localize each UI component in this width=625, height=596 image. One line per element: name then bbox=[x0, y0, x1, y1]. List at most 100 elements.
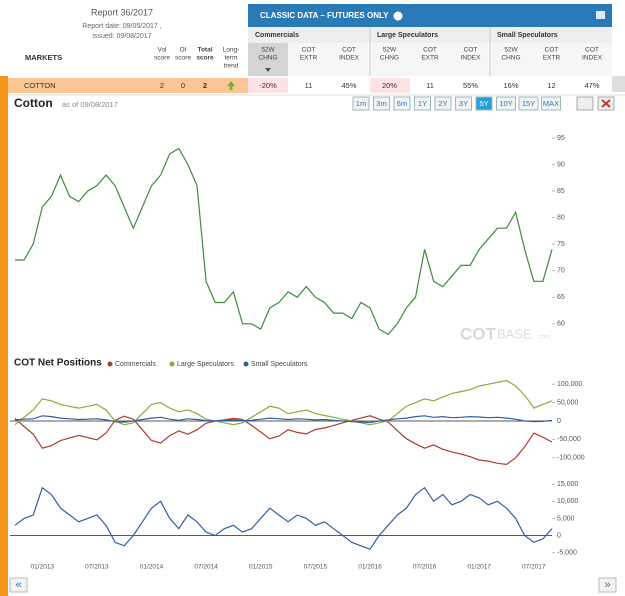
legend-marker[interactable] bbox=[243, 361, 249, 367]
range-label: 5Y bbox=[479, 99, 488, 108]
cell-value: 12 bbox=[547, 81, 555, 90]
cell-value: 47% bbox=[584, 81, 599, 90]
range-label: 1Y bbox=[418, 99, 427, 108]
series-line bbox=[15, 147, 553, 336]
y-tick-label: 0 bbox=[557, 418, 561, 425]
range-button[interactable] bbox=[393, 96, 411, 111]
subcolumn-header: EXTR bbox=[421, 55, 439, 62]
subcolumn-header: EXTR bbox=[543, 55, 561, 62]
range-label: 2Y bbox=[438, 99, 447, 108]
x-tick-label: 07/2017 bbox=[522, 564, 546, 571]
oi-score: 0 bbox=[181, 81, 185, 90]
range-button[interactable] bbox=[496, 96, 516, 111]
legend-label: Small Speculators bbox=[251, 361, 308, 368]
range-button[interactable] bbox=[455, 96, 472, 111]
range-button[interactable] bbox=[475, 96, 493, 111]
help-icon[interactable] bbox=[393, 11, 403, 21]
subcolumn-header: INDEX bbox=[339, 55, 360, 62]
banner-title: CLASSIC DATA – FUTURES ONLY bbox=[260, 11, 389, 20]
print-button[interactable] bbox=[576, 96, 594, 111]
legend-marker[interactable] bbox=[169, 361, 175, 367]
subcolumn-header: INDEX bbox=[461, 55, 482, 62]
subcolumn-header: 52W bbox=[504, 47, 518, 54]
range-button[interactable] bbox=[434, 96, 452, 111]
col-header: Total bbox=[197, 47, 212, 54]
legend-marker[interactable] bbox=[107, 361, 113, 367]
y-tick-label: 95 bbox=[557, 135, 565, 142]
subcolumn-header: 52W bbox=[383, 47, 397, 54]
y-tick-label: 60 bbox=[557, 321, 565, 328]
next-label: » bbox=[604, 579, 610, 591]
market-name: COTTON bbox=[24, 81, 56, 90]
print-icon[interactable] bbox=[596, 11, 605, 19]
prev-button[interactable] bbox=[9, 577, 28, 593]
group-label: Commercials bbox=[255, 32, 299, 39]
range-button[interactable] bbox=[352, 96, 370, 111]
report-date: Report date: 09/05/2017 , bbox=[82, 23, 161, 30]
sort-arrow bbox=[265, 68, 271, 72]
row-highlight[interactable] bbox=[8, 78, 248, 93]
next-button[interactable] bbox=[598, 577, 617, 593]
col-header: OI bbox=[180, 47, 187, 54]
range-label: 3Y bbox=[459, 99, 468, 108]
cell-value: 11 bbox=[305, 81, 313, 90]
x-tick-label: 07/2014 bbox=[194, 564, 218, 571]
col-header: term bbox=[225, 55, 238, 62]
prev-label: « bbox=[15, 579, 21, 591]
cell-value: 11 bbox=[426, 81, 434, 90]
y-tick-label: 75 bbox=[557, 241, 565, 248]
range-label: 3m bbox=[376, 99, 386, 108]
range-label: 6m bbox=[397, 99, 407, 108]
total-score: 2 bbox=[203, 81, 207, 90]
y-tick-label: 10,000 bbox=[557, 498, 579, 505]
cell-bg bbox=[248, 78, 288, 93]
legend-label: Large Speculators bbox=[177, 361, 234, 368]
range-button[interactable] bbox=[518, 96, 539, 111]
y-tick-label: -5,000 bbox=[557, 549, 577, 556]
group-label: Large Speculators bbox=[377, 32, 438, 39]
markets-label: MARKETS bbox=[25, 53, 62, 62]
subcolumn-header: CHNG bbox=[501, 55, 520, 62]
x-tick-label: 07/2016 bbox=[413, 564, 437, 571]
y-tick-label: 5,000 bbox=[557, 515, 575, 522]
col-header: score bbox=[175, 55, 191, 62]
scroll-arrow[interactable] bbox=[612, 76, 625, 92]
cell-bg bbox=[370, 78, 410, 93]
close-icon bbox=[601, 99, 611, 108]
range-button[interactable] bbox=[414, 96, 431, 111]
x-tick-label: 07/2015 bbox=[304, 564, 328, 571]
range-button[interactable] bbox=[373, 96, 390, 111]
cell-value: 16% bbox=[503, 81, 518, 90]
col-header: score bbox=[196, 55, 214, 62]
vol-score: 2 bbox=[160, 81, 164, 90]
cell-value: 55% bbox=[463, 81, 478, 90]
y-tick-label: 15,000 bbox=[557, 481, 579, 488]
y-tick-label: 90 bbox=[557, 161, 565, 168]
subcolumn-header: COT bbox=[423, 47, 437, 54]
subcolumn-header: COT bbox=[464, 47, 478, 54]
banner bbox=[248, 4, 612, 27]
watermark: .com bbox=[537, 335, 550, 341]
subcolumn-header: COT bbox=[545, 47, 559, 54]
cell-value: 45% bbox=[341, 81, 356, 90]
cell-value: -20% bbox=[259, 81, 277, 90]
y-tick-label: 100,000 bbox=[557, 381, 582, 388]
legend-label: Commercials bbox=[115, 361, 156, 368]
x-tick-label: 01/2016 bbox=[358, 564, 382, 571]
range-button[interactable] bbox=[541, 96, 561, 111]
watermark: BASE bbox=[497, 326, 532, 341]
range-label: MAX bbox=[543, 99, 559, 108]
range-label: 1m bbox=[356, 99, 366, 108]
series-line bbox=[14, 415, 553, 466]
col-header: trend bbox=[224, 63, 239, 70]
x-tick-label: 01/2013 bbox=[31, 564, 55, 571]
subcolumn-header: EXTR bbox=[300, 55, 318, 62]
x-tick-label: 01/2014 bbox=[140, 564, 164, 571]
y-tick-label: 50,000 bbox=[557, 399, 579, 406]
issued: issued: 09/08/2017 bbox=[92, 33, 151, 40]
x-tick-label: 01/2017 bbox=[467, 564, 491, 571]
watermark: COT bbox=[460, 324, 497, 343]
cot-title: COT Net Positions bbox=[14, 358, 102, 369]
